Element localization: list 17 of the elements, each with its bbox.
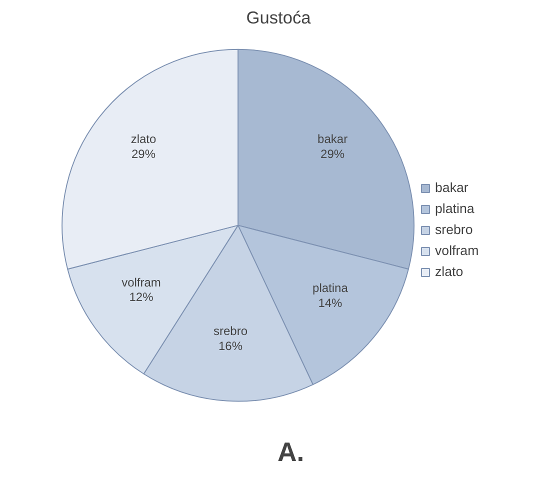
slice-label: platina xyxy=(312,281,348,296)
legend-label: srebro xyxy=(435,222,473,237)
slice-label: zlato xyxy=(130,132,156,146)
text: A. xyxy=(277,437,304,468)
slice-label: bakar xyxy=(318,132,348,146)
slice-label: srebro xyxy=(214,324,248,338)
legend-label: bakar xyxy=(435,180,468,195)
data-label: 29% xyxy=(320,147,345,162)
slice-label: volfram xyxy=(122,275,161,290)
data-label: 12% xyxy=(129,290,154,304)
data-label: 29% xyxy=(131,147,156,162)
data-label: 16% xyxy=(218,339,243,354)
data-label: 14% xyxy=(318,296,343,310)
legend-label: zlato xyxy=(435,264,464,279)
legend-label: volfram xyxy=(435,243,479,258)
legend-label: platina xyxy=(435,201,474,216)
chart-title: Gustoća xyxy=(246,8,312,28)
